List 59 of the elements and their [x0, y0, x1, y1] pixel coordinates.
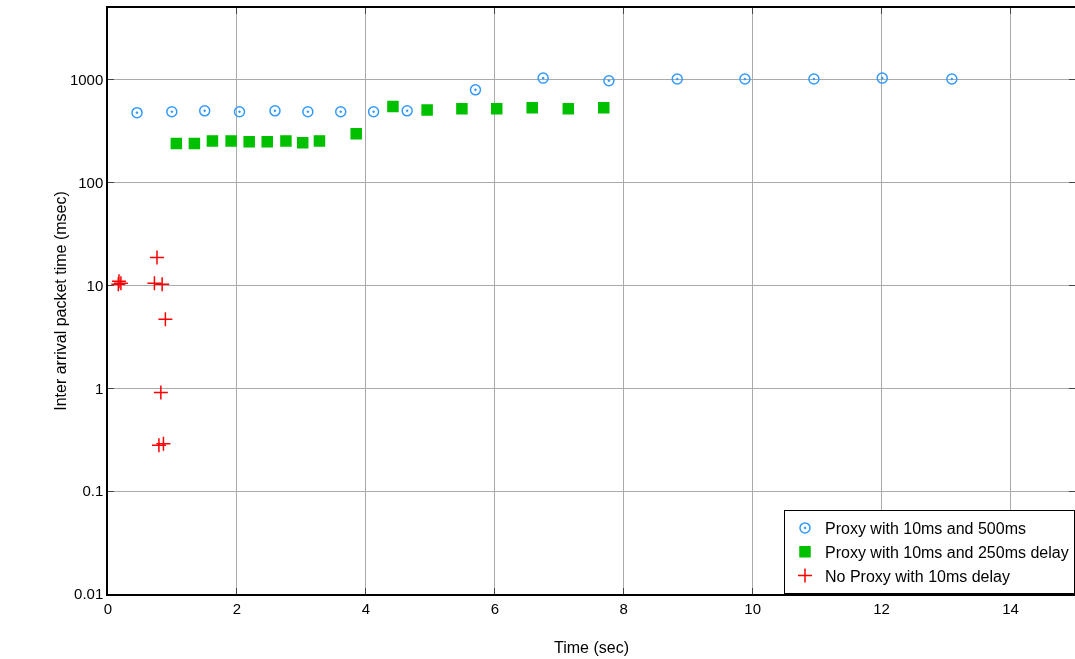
point: [153, 384, 169, 401]
x-axis-title: Time (sec): [554, 638, 629, 656]
y-tick-label: 0.1: [82, 482, 104, 500]
x-tick-label: 12: [873, 599, 890, 617]
point: [170, 137, 183, 150]
point: [562, 102, 575, 115]
y-tick-label: 1000: [69, 71, 104, 89]
point: [166, 105, 178, 118]
point: [456, 102, 468, 115]
point: [131, 106, 143, 119]
y-tick-label: 1: [94, 379, 104, 397]
y-tick-label: 10: [86, 276, 104, 294]
legend-label: Proxy with 10ms and 250ms delay: [825, 543, 1069, 561]
point: [233, 105, 246, 118]
point: [243, 136, 255, 148]
point: [302, 105, 314, 118]
point: [149, 249, 165, 266]
point: [334, 105, 347, 118]
y-tick-label: 0.01: [74, 585, 104, 603]
point: [198, 105, 211, 117]
y-tick-label: 100: [78, 173, 104, 191]
point: [526, 102, 538, 114]
legend-label: Proxy with 10ms and 500ms: [825, 520, 1026, 538]
x-tick-label: 2: [232, 599, 242, 617]
point: [469, 84, 482, 96]
y-axis-title: Inter arrival packet time (msec): [51, 191, 69, 411]
point: [188, 137, 201, 150]
x-tick-label: 10: [744, 599, 762, 617]
point: [739, 73, 751, 85]
point: [296, 136, 309, 149]
point: [157, 311, 174, 327]
x-tick-label: 6: [490, 599, 499, 617]
point: [154, 276, 170, 292]
point: [808, 73, 820, 85]
point: [603, 75, 615, 87]
point: [280, 135, 292, 147]
point: [421, 104, 433, 116]
point: [946, 73, 958, 85]
point: [206, 135, 219, 147]
x-tick-label: 0: [103, 599, 113, 617]
point: [490, 102, 503, 115]
point: [671, 73, 683, 85]
point: [876, 72, 888, 84]
point: [313, 135, 326, 147]
point: [537, 72, 549, 84]
point: [151, 437, 167, 453]
x-tick-label: 8: [619, 599, 628, 617]
point: [598, 102, 610, 114]
point: [387, 100, 399, 113]
x-tick-label: 14: [1002, 599, 1019, 617]
legend-label: No Proxy with 10ms delay: [825, 567, 1010, 585]
point: [401, 105, 413, 117]
point: [350, 127, 362, 140]
point: [155, 435, 172, 452]
point: [261, 136, 273, 148]
x-tick-label: 4: [361, 599, 371, 617]
point: [225, 135, 237, 147]
point: [269, 105, 281, 117]
point: [367, 105, 380, 118]
